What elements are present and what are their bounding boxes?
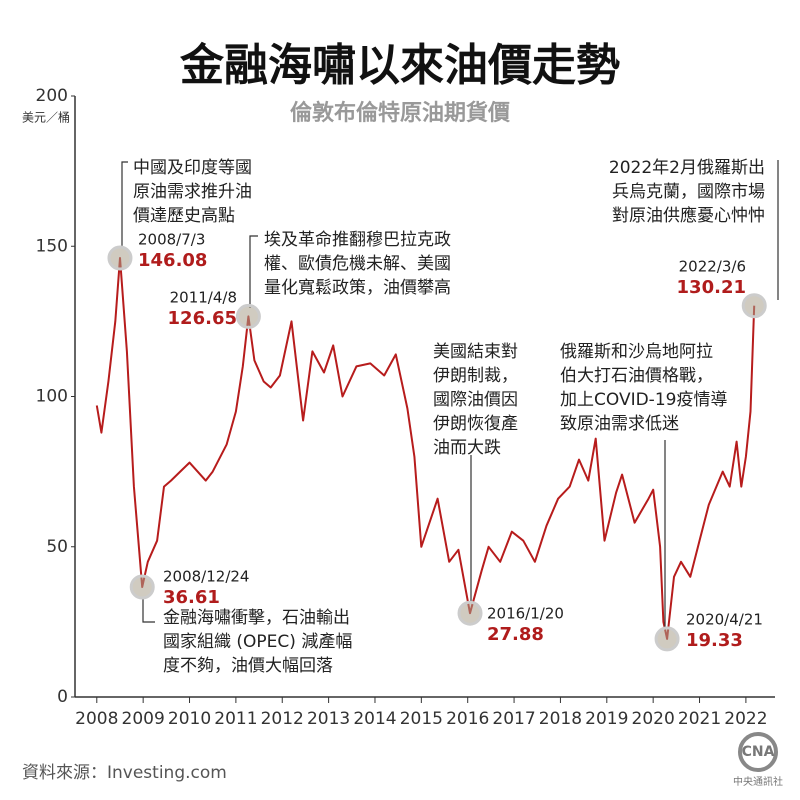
x-tick-label: 2010: [168, 709, 211, 729]
annotation-note: 油而大跌: [433, 438, 501, 458]
annotation-note: 中國及印度等國: [133, 158, 252, 178]
chart-subtitle: 倫敦布倫特原油期貨價: [290, 100, 511, 126]
annotation-value: 36.61: [163, 587, 220, 608]
annotation-note: 加上COVID-19疫情導: [560, 390, 727, 410]
annotation-date: 2022/3/6: [679, 258, 746, 276]
annotation-note: 原油需求推升油: [133, 182, 252, 202]
x-tick-label: 2011: [214, 709, 257, 729]
x-tick-label: 2020: [632, 709, 675, 729]
annotation-note: 埃及革命推翻穆巴拉克政: [264, 230, 451, 250]
annotation-note: 美國結束對: [433, 342, 518, 362]
annotation-value: 19.33: [686, 630, 743, 651]
x-tick-label: 2015: [400, 709, 443, 729]
annotation-date: 2011/4/8: [170, 289, 237, 307]
annotation-date: 2020/4/21: [686, 611, 763, 629]
annotation-note: 量化寬鬆政策，油價攀高: [264, 277, 451, 298]
annotation-date: 2008/12/24: [163, 568, 249, 586]
annotation-note: 伊朗恢復產: [433, 414, 518, 434]
x-tick-label: 2012: [261, 709, 304, 729]
annotation-value: 146.08: [138, 250, 207, 271]
annotation-note: 金融海嘯衝擊，石油輸出: [163, 608, 350, 628]
y-tick-label: 200: [36, 86, 68, 106]
highlight-point: [107, 245, 133, 271]
logo: CNA: [742, 744, 775, 760]
y-axis-label: 美元／桶: [22, 110, 70, 125]
annotation-note: 伯大打石油價格戰，: [560, 366, 713, 386]
highlight-point: [129, 574, 155, 600]
annotation-note: 致原油需求低迷: [560, 414, 679, 434]
annotation-value: 27.88: [487, 624, 544, 645]
annotation-note: 國家組織 (OPEC) 減產幅: [163, 632, 352, 652]
highlight-point: [654, 626, 680, 652]
annotation-value: 126.65: [168, 308, 237, 329]
annotation-note: 俄羅斯和沙烏地阿拉: [560, 342, 713, 362]
x-tick-label: 2021: [678, 709, 721, 729]
annotation-note: 權、歐債危機未解、美國: [264, 254, 451, 274]
highlight-point: [741, 293, 767, 319]
highlight-point: [457, 600, 483, 626]
y-tick-label: 100: [36, 387, 68, 407]
annotation-value: 130.21: [677, 277, 746, 298]
x-tick-label: 2009: [122, 709, 165, 729]
annotation-note: 度不夠，油價大幅回落: [163, 656, 333, 676]
y-tick-label: 150: [36, 236, 68, 256]
annotation-note: 對原油供應憂心忡忡: [612, 205, 765, 226]
y-tick-label: 50: [46, 537, 68, 557]
logo-ring: [738, 732, 778, 772]
logo-text: 中央通訊社: [733, 775, 783, 788]
annotation-note: 價達歷史高點: [133, 206, 235, 226]
highlight-point: [235, 303, 261, 329]
x-tick-label: 2022: [724, 709, 767, 729]
annotation-note: 2022年2月俄羅斯出: [609, 158, 765, 178]
annotation-date: 2016/1/20: [487, 605, 564, 623]
leader-line: [121, 161, 128, 248]
annotation-date: 2008/7/3: [138, 231, 205, 249]
x-tick-label: 2014: [353, 709, 396, 729]
annotation-note: 兵烏克蘭，國際市場: [612, 182, 765, 202]
x-tick-label: 2013: [307, 709, 350, 729]
leader-line: [142, 598, 155, 623]
x-tick-label: 2017: [492, 709, 535, 729]
annotation-note: 伊朗制裁，: [433, 366, 518, 386]
source: 資料來源：Investing.com: [22, 763, 227, 783]
y-tick-label: 0: [57, 687, 68, 707]
x-tick-label: 2019: [585, 709, 628, 729]
x-tick-label: 2016: [446, 709, 489, 729]
x-tick-label: 2008: [75, 709, 118, 729]
chart-title: 金融海嘯以來油價走勢: [179, 40, 620, 91]
annotation-note: 國際油價因: [433, 390, 518, 410]
x-tick-label: 2018: [539, 709, 582, 729]
leader-line: [249, 235, 258, 308]
